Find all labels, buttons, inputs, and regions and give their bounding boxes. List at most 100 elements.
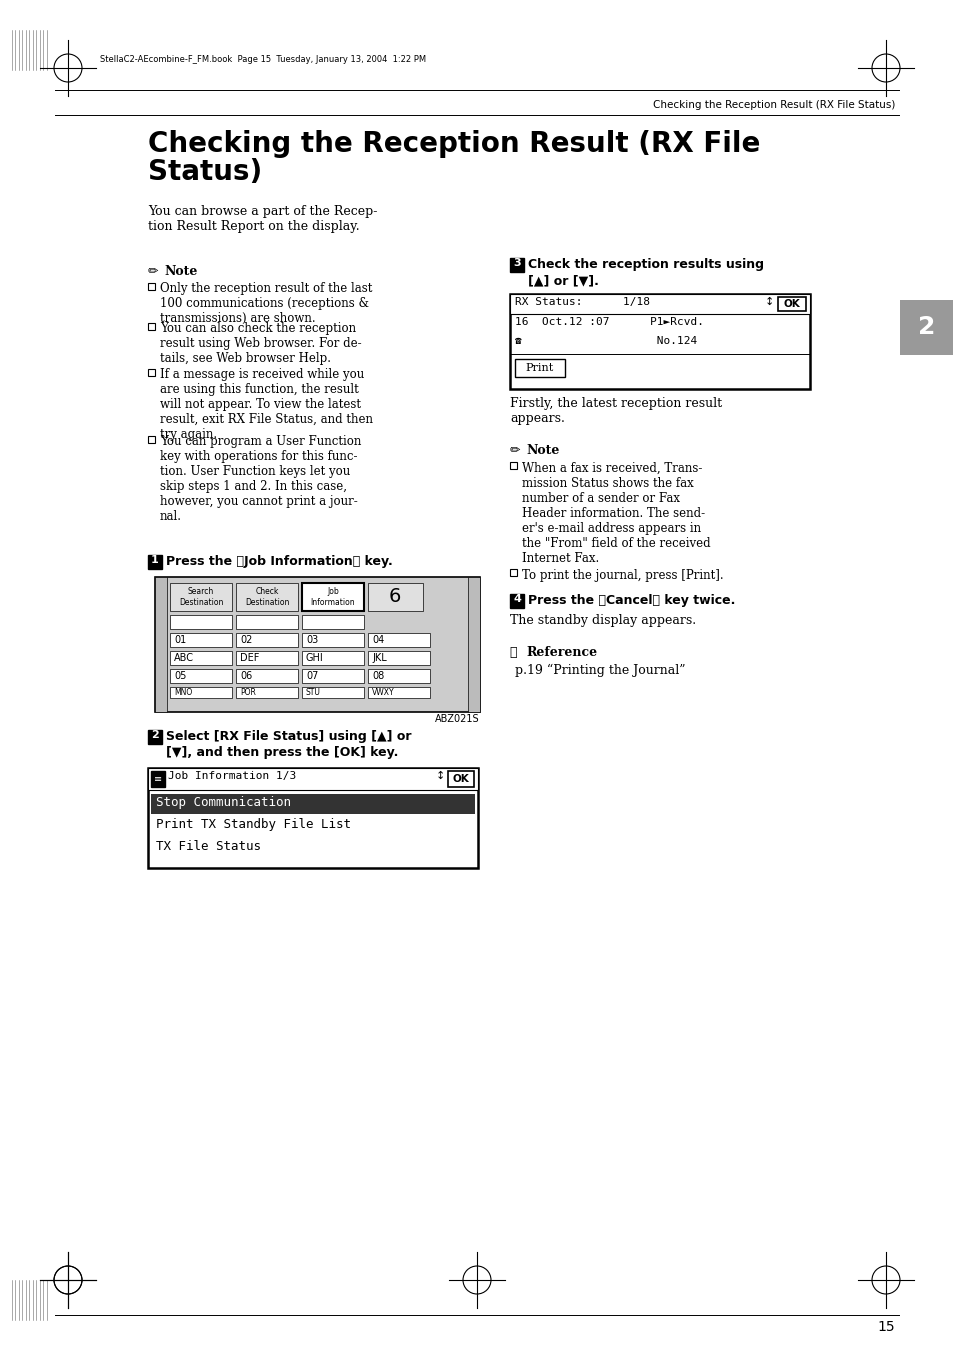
Bar bbox=[148, 768, 477, 790]
Text: You can also check the reception
result using Web browser. For de-
tails, see We: You can also check the reception result … bbox=[160, 322, 361, 365]
Bar bbox=[302, 669, 364, 683]
Text: GHI: GHI bbox=[306, 652, 323, 663]
Bar bbox=[368, 582, 422, 611]
Text: STU: STU bbox=[306, 687, 320, 697]
Bar bbox=[170, 669, 232, 683]
Bar bbox=[515, 359, 564, 377]
Text: Press the 「Job Information」 key.: Press the 「Job Information」 key. bbox=[166, 555, 393, 568]
Text: 1: 1 bbox=[151, 555, 159, 565]
Bar bbox=[302, 615, 364, 630]
Text: Checking the Reception Result (RX File Status): Checking the Reception Result (RX File S… bbox=[652, 100, 894, 111]
Text: Job Information 1/3: Job Information 1/3 bbox=[168, 771, 296, 780]
Bar bbox=[368, 687, 430, 698]
Text: If a message is received while you
are using this function, the result
will not : If a message is received while you are u… bbox=[160, 368, 373, 441]
Text: You can program a User Function
key with operations for this func-
tion. User Fu: You can program a User Function key with… bbox=[160, 435, 361, 523]
Text: Note: Note bbox=[525, 443, 558, 457]
Text: 15: 15 bbox=[877, 1320, 894, 1335]
Bar bbox=[510, 257, 523, 272]
Text: 04: 04 bbox=[372, 635, 384, 644]
Bar bbox=[235, 615, 297, 630]
Bar bbox=[510, 594, 523, 608]
Bar bbox=[148, 731, 162, 744]
Text: Select [RX File Status] using [▲] or: Select [RX File Status] using [▲] or bbox=[166, 731, 411, 743]
Bar bbox=[154, 577, 479, 712]
Bar bbox=[170, 651, 232, 665]
Bar bbox=[148, 555, 162, 569]
Bar bbox=[148, 435, 154, 443]
Bar bbox=[510, 462, 517, 469]
Bar bbox=[148, 768, 477, 868]
Text: 2: 2 bbox=[151, 731, 159, 740]
Bar bbox=[170, 582, 232, 611]
Text: ↕: ↕ bbox=[764, 297, 774, 307]
Text: MNO: MNO bbox=[173, 687, 193, 697]
Bar bbox=[235, 634, 297, 647]
Text: Checking the Reception Result (RX File: Checking the Reception Result (RX File bbox=[148, 129, 760, 158]
Bar bbox=[235, 651, 297, 665]
Bar bbox=[302, 687, 364, 698]
Circle shape bbox=[903, 30, 943, 70]
Bar bbox=[510, 294, 809, 314]
Text: Press the 「Cancel」 key twice.: Press the 「Cancel」 key twice. bbox=[527, 594, 735, 607]
Text: StellaC2-AEcombine-F_FM.book  Page 15  Tuesday, January 13, 2004  1:22 PM: StellaC2-AEcombine-F_FM.book Page 15 Tue… bbox=[100, 55, 426, 63]
Text: 16  Oct.12 :07      P1►Rcvd.: 16 Oct.12 :07 P1►Rcvd. bbox=[515, 317, 703, 328]
Text: OK: OK bbox=[452, 774, 469, 785]
Text: TX File Status: TX File Status bbox=[156, 840, 261, 853]
Bar bbox=[235, 582, 297, 611]
Text: Check
Destination: Check Destination bbox=[245, 588, 289, 607]
Text: DEF: DEF bbox=[240, 652, 259, 663]
Text: [▲] or [▼].: [▲] or [▼]. bbox=[527, 274, 598, 287]
Bar bbox=[510, 569, 517, 576]
Text: Only the reception result of the last
100 communications (receptions &
transmiss: Only the reception result of the last 10… bbox=[160, 282, 372, 325]
Text: You can browse a part of the Recep-
tion Result Report on the display.: You can browse a part of the Recep- tion… bbox=[148, 205, 377, 233]
Text: 4: 4 bbox=[513, 594, 520, 604]
Bar bbox=[170, 687, 232, 698]
Text: When a fax is received, Trans-
mission Status shows the fax
number of a sender o: When a fax is received, Trans- mission S… bbox=[521, 462, 710, 565]
Bar bbox=[302, 651, 364, 665]
Text: 03: 03 bbox=[306, 635, 318, 644]
Text: 01: 01 bbox=[173, 635, 186, 644]
Bar bbox=[302, 582, 364, 611]
Bar bbox=[899, 301, 953, 355]
Text: 🔑: 🔑 bbox=[510, 646, 521, 659]
Bar bbox=[510, 294, 809, 390]
Bar bbox=[368, 651, 430, 665]
Text: ABZ021S: ABZ021S bbox=[435, 714, 479, 724]
Bar bbox=[170, 615, 232, 630]
Text: JKL: JKL bbox=[372, 652, 386, 663]
Text: OK: OK bbox=[782, 299, 800, 309]
Bar bbox=[468, 577, 479, 712]
Text: To print the journal, press [Print].: To print the journal, press [Print]. bbox=[521, 569, 723, 582]
Bar bbox=[448, 771, 474, 787]
Text: Job
Information: Job Information bbox=[311, 588, 355, 607]
Text: Print: Print bbox=[525, 363, 554, 373]
Text: [▼], and then press the [OK] key.: [▼], and then press the [OK] key. bbox=[166, 745, 398, 759]
Bar bbox=[151, 771, 165, 787]
Text: 08: 08 bbox=[372, 671, 384, 681]
Bar bbox=[368, 634, 430, 647]
Text: RX Status:      1/18: RX Status: 1/18 bbox=[515, 297, 649, 307]
Bar bbox=[148, 369, 154, 376]
Text: Reference: Reference bbox=[525, 646, 597, 659]
Bar bbox=[302, 634, 364, 647]
Text: Status): Status) bbox=[148, 158, 262, 186]
Text: POR: POR bbox=[240, 687, 255, 697]
Bar bbox=[148, 283, 154, 290]
Text: ↕: ↕ bbox=[436, 771, 445, 780]
Text: p.19 “Printing the Journal”: p.19 “Printing the Journal” bbox=[515, 665, 685, 677]
Text: 06: 06 bbox=[240, 671, 252, 681]
Text: ≡: ≡ bbox=[153, 774, 162, 785]
Bar bbox=[170, 634, 232, 647]
Text: ✏: ✏ bbox=[148, 266, 162, 278]
Text: 07: 07 bbox=[306, 671, 318, 681]
Text: ☎                    No.124: ☎ No.124 bbox=[515, 336, 697, 346]
Text: Print TX Standby File List: Print TX Standby File List bbox=[156, 818, 351, 830]
Text: 2: 2 bbox=[918, 315, 935, 340]
Bar bbox=[154, 577, 167, 712]
Bar bbox=[235, 669, 297, 683]
Text: Search
Destination: Search Destination bbox=[178, 588, 223, 607]
Text: Stop Communication: Stop Communication bbox=[156, 797, 291, 809]
Bar bbox=[778, 297, 805, 311]
Text: 02: 02 bbox=[240, 635, 253, 644]
Text: The standby display appears.: The standby display appears. bbox=[510, 613, 696, 627]
